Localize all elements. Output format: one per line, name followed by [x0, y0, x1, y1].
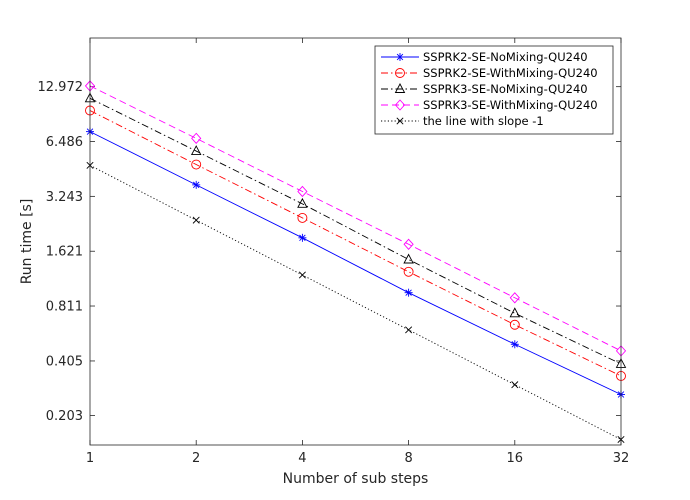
- x-tick-label: 8: [404, 451, 412, 466]
- legend-marker: [394, 83, 406, 93]
- x-tick-label: 4: [298, 451, 306, 466]
- x-tick-label: 2: [192, 451, 200, 466]
- series-layer: [84, 80, 627, 444]
- data-point: [403, 238, 414, 250]
- plot-frame: [89, 37, 622, 446]
- y-tick-label: 0.203: [46, 409, 83, 424]
- legend-label: SSPRK2-SE-WithMixing-QU240: [423, 66, 598, 80]
- y-tick-label: 0.405: [46, 354, 83, 369]
- legend-marker: [396, 117, 404, 125]
- y-tick-label: 0.811: [46, 300, 83, 315]
- data-point: [298, 233, 307, 242]
- series-0: [86, 127, 625, 399]
- series-line: [89, 97, 622, 365]
- legend-marker: [394, 99, 406, 111]
- y-tick-label: 12.972: [38, 80, 84, 95]
- legend-marker: [396, 53, 404, 61]
- legend-box: [374, 45, 614, 135]
- y-tick-label: 6.486: [46, 135, 83, 150]
- x-tick-label: 1: [86, 451, 94, 466]
- legend-label: SSPRK2-SE-NoMixing-QU240: [423, 50, 588, 64]
- x-tick-label: 32: [613, 451, 630, 466]
- data-point: [190, 145, 202, 155]
- data-point: [509, 319, 520, 330]
- legend-label: SSPRK3-SE-WithMixing-QU240: [423, 98, 598, 112]
- series-line: [89, 110, 622, 377]
- x-axis-label: Number of sub steps: [283, 471, 429, 487]
- data-point: [403, 266, 414, 277]
- data-point: [192, 180, 201, 189]
- series-4: [86, 161, 625, 444]
- legend-label: SSPRK3-SE-NoMixing-QU240: [423, 82, 588, 96]
- legend-entry: SSPRK3-SE-WithMixing-QU240: [381, 98, 598, 112]
- legend-entry: the line with slope -1: [381, 114, 544, 128]
- legend-entry: SSPRK2-SE-NoMixing-QU240: [381, 50, 588, 64]
- data-point: [298, 271, 306, 279]
- series-line: [89, 131, 622, 395]
- data-point: [509, 307, 521, 318]
- data-point: [297, 197, 308, 208]
- data-point: [191, 132, 202, 145]
- data-point: [405, 326, 413, 334]
- tick-labels: 1 2 4 8 16 32 0.203 0.405 0.811 1.621 3.243 6.486 12…: [38, 80, 630, 466]
- data-point: [510, 340, 519, 349]
- legend-marker: [395, 68, 405, 78]
- data-point: [192, 216, 200, 224]
- data-point: [403, 253, 414, 264]
- series-line: [89, 164, 622, 440]
- y-tick-label: 1.621: [46, 245, 83, 260]
- y-axis-label: Run time [s]: [19, 199, 35, 285]
- data-point: [404, 288, 413, 297]
- data-point: [297, 185, 308, 198]
- data-point: [509, 292, 520, 304]
- legend-entry: SSPRK3-SE-NoMixing-QU240: [381, 82, 588, 96]
- data-point: [511, 381, 519, 389]
- x-tick-label: 16: [507, 451, 524, 466]
- legend-entry: SSPRK2-SE-WithMixing-QU240: [381, 66, 598, 80]
- data-point: [297, 212, 308, 223]
- data-point: [191, 159, 202, 170]
- y-tick-label: 3.243: [46, 190, 83, 205]
- legend-label: the line with slope -1: [423, 114, 544, 128]
- legend: SSPRK2-SE-NoMixing-QU240 SSPRK2-SE-WithMi…: [374, 45, 614, 135]
